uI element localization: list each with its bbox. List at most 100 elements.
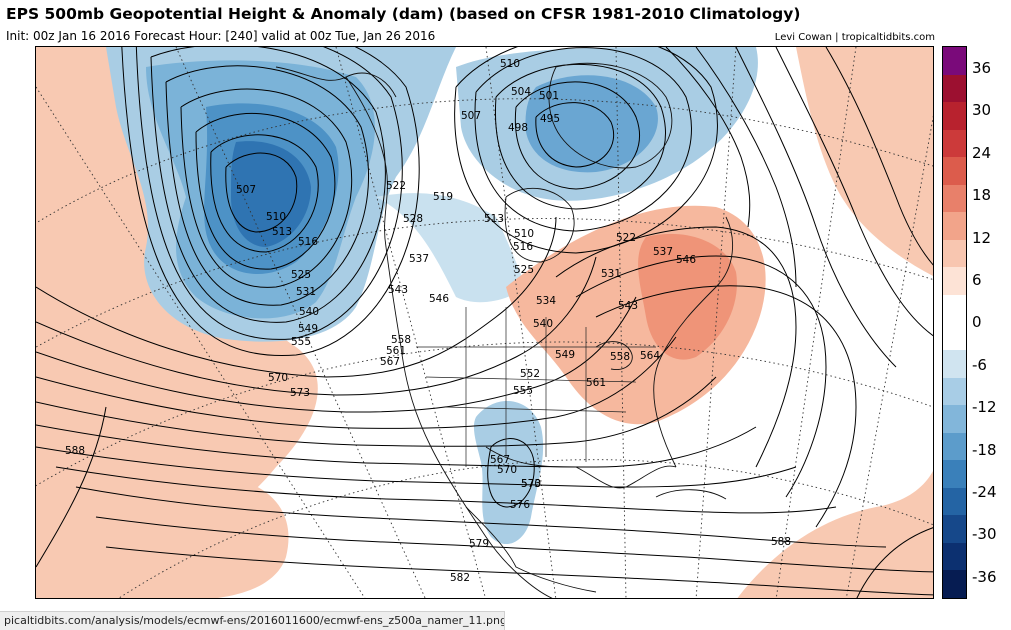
contour-label: 543 bbox=[618, 300, 638, 312]
us-state-borders bbox=[416, 307, 656, 467]
colorbar-segment bbox=[943, 432, 966, 461]
coastlines bbox=[275, 62, 733, 598]
colorbar-segment bbox=[943, 102, 966, 131]
contour-label: 525 bbox=[291, 269, 311, 281]
colorbar-segment bbox=[943, 487, 966, 516]
contour-label: 507 bbox=[461, 110, 481, 122]
chart-subtitle: Init: 00z Jan 16 2016 Forecast Hour: [24… bbox=[6, 29, 436, 43]
colorbar-segment bbox=[943, 515, 966, 544]
north-america-west-coast bbox=[345, 76, 553, 598]
contour-label: 510 bbox=[500, 58, 520, 70]
colorbar-segment bbox=[943, 350, 966, 379]
warm-anomaly-north-atlantic bbox=[796, 47, 933, 276]
colorbar-label: -24 bbox=[972, 483, 997, 501]
colorbar-segment bbox=[943, 267, 966, 296]
graticule bbox=[36, 47, 933, 598]
colorbar-segment bbox=[943, 377, 966, 406]
contour-label: 498 bbox=[508, 122, 528, 134]
warm-anomaly-eastern-pacific-south bbox=[36, 407, 289, 598]
mexico bbox=[465, 506, 597, 593]
contour-label: 558 bbox=[391, 334, 411, 346]
contour-label: 537 bbox=[409, 253, 429, 265]
contour-label: 573 bbox=[290, 387, 310, 399]
colorbar-segment bbox=[943, 129, 966, 158]
contour-label: 567 bbox=[490, 454, 510, 466]
contour-label: 555 bbox=[513, 385, 533, 397]
colorbar-segment bbox=[943, 570, 966, 599]
colorbar-label: 30 bbox=[972, 101, 992, 119]
colorbar-segment bbox=[943, 47, 966, 76]
contour-label: 522 bbox=[386, 180, 406, 192]
contour-label: 513 bbox=[484, 213, 504, 225]
contour-label: 588 bbox=[65, 445, 85, 457]
contour-label: 519 bbox=[433, 191, 453, 203]
warm-anomaly-eastern-na-core bbox=[638, 233, 737, 360]
contour-label: 549 bbox=[298, 323, 318, 335]
greenland bbox=[548, 62, 673, 169]
colorbar-segment bbox=[943, 239, 966, 268]
colorbar-segment bbox=[943, 157, 966, 186]
contour-labels: 510 504 501 495 498 507 507 510 513 516 … bbox=[65, 58, 791, 584]
contour-label: 495 bbox=[540, 113, 560, 125]
colorbar-label: 36 bbox=[972, 59, 992, 77]
contour-label: 561 bbox=[386, 345, 406, 357]
contour-label: 522 bbox=[616, 232, 636, 244]
contour-label: 549 bbox=[555, 349, 575, 361]
contour-label: 537 bbox=[653, 246, 673, 258]
colorbar-label: -36 bbox=[972, 568, 997, 586]
contour-label: 570 bbox=[521, 478, 541, 490]
colorbar-segment bbox=[943, 542, 966, 571]
hudson-bay bbox=[504, 187, 575, 263]
cold-anomaly-baffin-core bbox=[525, 75, 658, 173]
colorbar-label: 6 bbox=[972, 271, 982, 289]
colorbar-label: 24 bbox=[972, 144, 992, 162]
contour-label: 531 bbox=[296, 286, 316, 298]
contour-label: 564 bbox=[640, 350, 660, 362]
great-lakes bbox=[595, 341, 633, 370]
contour-label: 528 bbox=[403, 213, 423, 225]
author-credit: Levi Cowan | tropicaltidbits.com bbox=[774, 32, 935, 43]
east-coast bbox=[653, 216, 733, 468]
contour-label: 576 bbox=[510, 499, 530, 511]
contour-label: 510 bbox=[266, 211, 286, 223]
anomaly-shading bbox=[36, 47, 933, 598]
contour-label: 531 bbox=[601, 268, 621, 280]
image-url-bar[interactable]: picaltidbits.com/analysis/models/ecmwf-e… bbox=[0, 611, 505, 630]
contour-label: 561 bbox=[586, 377, 606, 389]
chart-title: EPS 500mb Geopotential Height & Anomaly … bbox=[6, 5, 801, 23]
colorbar-label: -30 bbox=[972, 525, 997, 543]
contour-label: 567 bbox=[380, 356, 400, 368]
cold-anomaly-gulf-cutoff bbox=[473, 400, 544, 545]
colorbar-segment bbox=[943, 294, 966, 323]
contour-label: 546 bbox=[676, 254, 696, 266]
contour-label: 588 bbox=[771, 536, 791, 548]
contour-label: 534 bbox=[536, 295, 556, 307]
cuba bbox=[655, 489, 727, 500]
colorbar-segment bbox=[943, 405, 966, 434]
colorbar-segment bbox=[943, 184, 966, 213]
contour-label: 570 bbox=[268, 372, 288, 384]
contour-label: 510 bbox=[514, 228, 534, 240]
contour-label: 525 bbox=[514, 264, 534, 276]
map-panel: 510 504 501 495 498 507 507 510 513 516 … bbox=[35, 46, 934, 599]
colorbar-label: -12 bbox=[972, 398, 997, 416]
contour-label: 552 bbox=[520, 368, 540, 380]
colorbar-label: 18 bbox=[972, 186, 992, 204]
contour-label: 516 bbox=[298, 236, 318, 248]
contour-label: 501 bbox=[539, 90, 559, 102]
colorbar-label: -18 bbox=[972, 441, 997, 459]
colorbar-segment bbox=[943, 322, 966, 351]
height-contours bbox=[36, 47, 933, 598]
contour-label: 540 bbox=[299, 306, 319, 318]
contour-label: 579 bbox=[469, 538, 489, 550]
contour-label: 573 bbox=[521, 478, 541, 490]
contour-label: 504 bbox=[511, 86, 531, 98]
gulf-coast bbox=[485, 446, 677, 489]
contour-label: 516 bbox=[513, 241, 533, 253]
contour-label: 543 bbox=[388, 284, 408, 296]
colorbar-segment bbox=[943, 212, 966, 241]
colorbar-segment bbox=[943, 460, 966, 489]
contour-label: 546 bbox=[429, 293, 449, 305]
colorbar-label: 12 bbox=[972, 229, 992, 247]
contour-label: 570 bbox=[497, 464, 517, 476]
